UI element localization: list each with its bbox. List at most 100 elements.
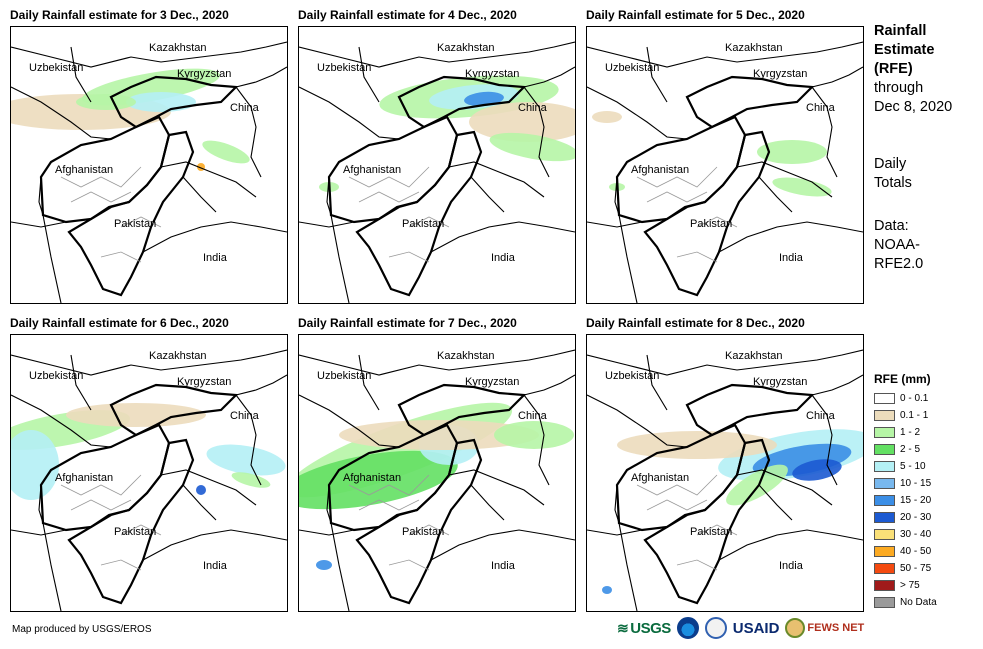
- country-label-kazakhstan: Kazakhstan: [437, 42, 495, 54]
- boundary-line: [430, 176, 575, 253]
- boundary-line: [614, 484, 638, 611]
- boundary-line: [587, 349, 863, 376]
- legend-label: 30 - 40: [900, 529, 932, 540]
- boundary-line: [11, 349, 287, 376]
- country-label-pakistan: Pakistan: [114, 526, 157, 538]
- country-label-uzbekistan: Uzbekistan: [317, 62, 372, 74]
- boundary-line: [685, 383, 815, 437]
- legend-item: 10 - 15: [874, 475, 979, 492]
- boundary-line: [109, 383, 239, 437]
- side-description: Rainfall Estimate (RFE) through Dec 8, 2…: [874, 22, 979, 274]
- legend-swatch: [874, 580, 895, 591]
- map-canvas: [11, 349, 287, 611]
- country-label-china: China: [230, 410, 259, 422]
- country-label-kazakhstan: Kazakhstan: [725, 42, 783, 54]
- map-credit: Map produced by USGS/EROS: [12, 624, 152, 635]
- country-label-pakistan: Pakistan: [690, 218, 733, 230]
- legend-swatch: [874, 478, 895, 489]
- boundary-line: [355, 130, 483, 297]
- country-label-kyrgyzstan: Kyrgyzstan: [177, 376, 232, 388]
- boundary-line: [67, 438, 195, 605]
- country-label-uzbekistan: Uzbekistan: [29, 62, 84, 74]
- rainfall-area: [772, 177, 832, 197]
- rainfall-map-panel: Daily Rainfall estimate for 6 Dec., 2020…: [10, 316, 290, 616]
- boundary-line: [587, 86, 838, 228]
- boundary-line: [614, 176, 638, 303]
- country-label-afghanistan: Afghanistan: [55, 472, 114, 484]
- rainfall-area: [206, 444, 286, 476]
- legend-item: > 75: [874, 577, 979, 594]
- map-frame: Kazakhstan Uzbekistan Kyrgyzstan China Afgha…: [586, 26, 864, 304]
- legend-item: 30 - 40: [874, 526, 979, 543]
- boundary-line: [430, 484, 575, 561]
- rainfall-area: [602, 586, 612, 594]
- rainfall-map-panel: Daily Rainfall estimate for 3 Dec., 2020…: [10, 8, 290, 308]
- rainfall-area: [299, 450, 458, 510]
- country-label-china: China: [806, 410, 835, 422]
- rainfall-area: [464, 91, 504, 107]
- country-label-india: India: [779, 252, 803, 264]
- boundary-line: [299, 86, 550, 228]
- through-label: through: [874, 80, 924, 96]
- data-source-line: NOAA-: [874, 237, 920, 253]
- data-source-line: RFE2.0: [874, 256, 924, 272]
- country-label-kazakhstan: Kazakhstan: [149, 42, 207, 54]
- country-label-kazakhstan: Kazakhstan: [437, 350, 495, 362]
- boundary-line: [299, 46, 400, 140]
- legend-item: 40 - 50: [874, 543, 979, 560]
- rainfall-area: [792, 459, 842, 481]
- boundary-line: [736, 374, 863, 506]
- boundary-line: [736, 66, 863, 198]
- boundary-line: [299, 349, 575, 376]
- map-frame: Kazakhstan Uzbekistan Kyrgyzstan China Afgha…: [298, 26, 576, 304]
- country-label-pakistan: Pakistan: [402, 218, 445, 230]
- country-label-afghanistan: Afghanistan: [343, 472, 402, 484]
- seal-emblem-icon: [704, 617, 727, 639]
- legend-swatch: [874, 512, 895, 523]
- country-label-afghanistan: Afghanistan: [631, 472, 690, 484]
- country-label-china: China: [806, 102, 835, 114]
- boundary-line: [11, 86, 262, 228]
- country-label-kazakhstan: Kazakhstan: [149, 350, 207, 362]
- panel-title: Daily Rainfall estimate for 8 Dec., 2020: [586, 316, 805, 330]
- boundary-line: [718, 484, 863, 561]
- boundary-line: [160, 66, 287, 198]
- rainfall-area: [316, 560, 332, 570]
- rainfall-area: [66, 403, 206, 427]
- legend-label: > 75: [900, 580, 920, 591]
- country-label-kyrgyzstan: Kyrgyzstan: [753, 376, 808, 388]
- map-frame: Kazakhstan Uzbekistan Kyrgyzstan China Afgha…: [586, 334, 864, 612]
- legend-swatch: [874, 529, 895, 540]
- fews-net-logo: FEWS NET: [785, 618, 864, 638]
- province-lines: [348, 474, 450, 571]
- country-label-pakistan: Pakistan: [690, 526, 733, 538]
- rainfall-area: [76, 94, 136, 110]
- usgs-wave-icon: ≋: [617, 619, 629, 636]
- boundary-line: [299, 354, 400, 448]
- country-label-india: India: [779, 560, 803, 572]
- map-frame: Kazakhstan Uzbekistan Kyrgyzstan China Afgha…: [10, 26, 288, 304]
- legend-swatch: [874, 563, 895, 574]
- country-label-pakistan: Pakistan: [114, 218, 157, 230]
- legend-item: 0.1 - 1: [874, 407, 979, 424]
- country-label-india: India: [491, 560, 515, 572]
- legend-item: 1 - 2: [874, 424, 979, 441]
- province-lines: [348, 166, 450, 263]
- country-label-afghanistan: Afghanistan: [55, 164, 114, 176]
- panel-title: Daily Rainfall estimate for 6 Dec., 2020: [10, 316, 229, 330]
- legend-label: 20 - 30: [900, 512, 932, 523]
- legend-swatch: [874, 461, 895, 472]
- boundary-line: [11, 394, 262, 536]
- rainfall-area: [469, 102, 575, 142]
- boundary-line: [587, 394, 838, 536]
- usaid-logo-text: USAID: [732, 619, 780, 637]
- rainfall-area: [489, 132, 575, 162]
- country-label-pakistan: Pakistan: [402, 526, 445, 538]
- country-label-india: India: [203, 252, 227, 264]
- noaa-logo: [676, 617, 699, 639]
- rfe-legend: RFE (mm) 0 - 0.1 0.1 - 1 1 - 2 2 - 5 5 - 10 1…: [874, 372, 979, 611]
- boundary-line: [587, 41, 863, 68]
- boundary-line: [397, 75, 527, 129]
- daily-totals-line: Totals: [874, 175, 912, 191]
- rainfall-area: [202, 140, 250, 164]
